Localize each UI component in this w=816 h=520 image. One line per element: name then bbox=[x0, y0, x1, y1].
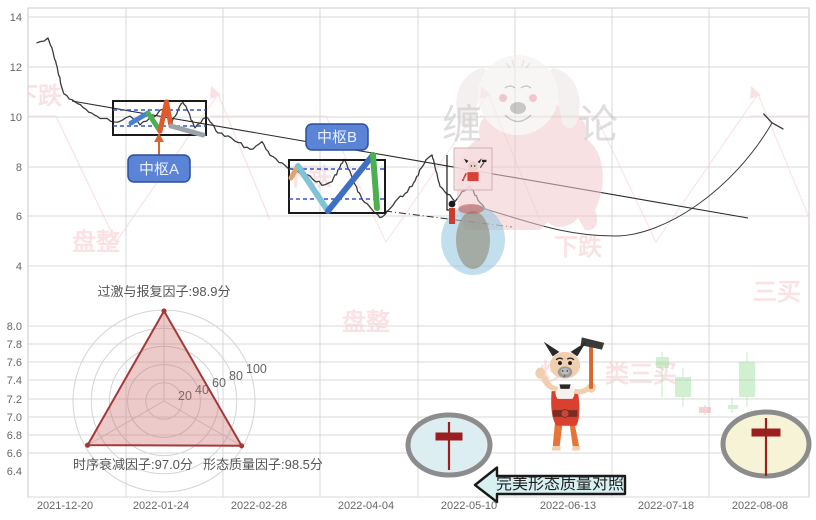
svg-text:8: 8 bbox=[16, 162, 22, 174]
svg-text:中枢B: 中枢B bbox=[317, 129, 357, 146]
svg-text:形态质量因子:98.5分: 形态质量因子:98.5分 bbox=[203, 457, 323, 472]
svg-text:下跌: 下跌 bbox=[554, 234, 603, 261]
svg-text:7.0: 7.0 bbox=[7, 412, 22, 424]
svg-text:论: 论 bbox=[578, 103, 618, 147]
svg-text:80: 80 bbox=[229, 369, 243, 383]
svg-text:6.8: 6.8 bbox=[7, 430, 22, 442]
svg-text:2022-07-18: 2022-07-18 bbox=[638, 500, 694, 512]
svg-text:2021-12-20: 2021-12-20 bbox=[37, 500, 93, 512]
svg-text:2022-02-28: 2022-02-28 bbox=[231, 500, 287, 512]
svg-text:2022-08-08: 2022-08-08 bbox=[732, 500, 788, 512]
svg-text:14: 14 bbox=[10, 12, 22, 24]
svg-text:盘整: 盘整 bbox=[72, 228, 120, 256]
svg-text:100: 100 bbox=[246, 362, 267, 376]
svg-text:6: 6 bbox=[16, 211, 22, 223]
svg-text:8.0: 8.0 bbox=[7, 321, 22, 333]
svg-text:中枢A: 中枢A bbox=[139, 161, 179, 178]
svg-text:时序衰减因子:97.0分: 时序衰减因子:97.0分 bbox=[73, 457, 193, 472]
svg-text:7.2: 7.2 bbox=[7, 394, 22, 406]
svg-text:10: 10 bbox=[10, 112, 22, 124]
svg-text:过激与报复因子:98.9分: 过激与报复因子:98.9分 bbox=[98, 284, 231, 299]
svg-text:2022-04-04: 2022-04-04 bbox=[338, 500, 394, 512]
svg-text:7.4: 7.4 bbox=[7, 375, 22, 387]
svg-text:2022-06-13: 2022-06-13 bbox=[540, 500, 596, 512]
svg-text:6.6: 6.6 bbox=[7, 448, 22, 460]
svg-text:4: 4 bbox=[16, 261, 22, 273]
svg-text:2022-01-24: 2022-01-24 bbox=[133, 500, 189, 512]
svg-text:7.8: 7.8 bbox=[7, 339, 22, 351]
svg-text:盘整: 盘整 bbox=[342, 308, 390, 336]
svg-text:7.6: 7.6 bbox=[7, 357, 22, 369]
svg-text:缠: 缠 bbox=[442, 103, 482, 147]
svg-text:12: 12 bbox=[10, 62, 22, 74]
svg-text:完美形态质量对照: 完美形态质量对照 bbox=[496, 475, 624, 493]
svg-text:下跌: 下跌 bbox=[14, 83, 63, 110]
svg-text:三买: 三买 bbox=[753, 279, 801, 306]
svg-text:6.4: 6.4 bbox=[7, 466, 22, 478]
svg-text:60: 60 bbox=[212, 376, 226, 390]
svg-text:2022-05-10: 2022-05-10 bbox=[441, 500, 497, 512]
